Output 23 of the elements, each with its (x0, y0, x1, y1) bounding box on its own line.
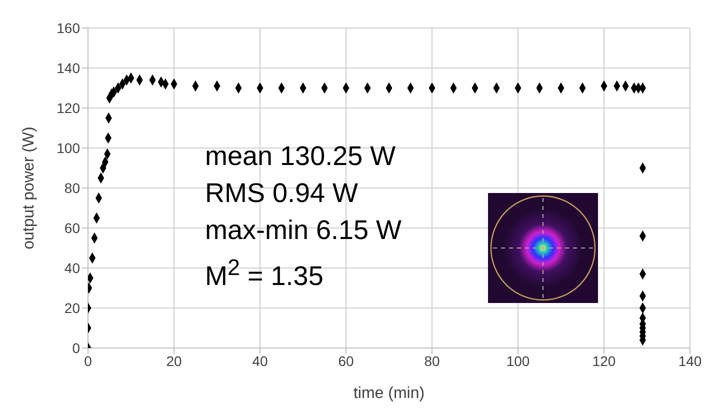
x-tick-label: 40 (252, 352, 268, 369)
y-axis-title: output power (W) (20, 126, 38, 250)
y-tick-label: 160 (56, 20, 80, 36)
y-tick-label: 140 (56, 60, 80, 76)
x-axis-title: time (min) (353, 385, 425, 402)
x-tick-label: 20 (166, 352, 182, 369)
x-tick-label: 80 (424, 352, 440, 369)
x-tick-label: 100 (506, 352, 530, 369)
x-tick-label: 120 (592, 352, 616, 369)
y-tick-label: 60 (64, 220, 80, 236)
y-tick-label: 20 (64, 300, 80, 316)
annotation: mean 130.25 W (205, 140, 397, 173)
annotation: RMS 0.94 W (205, 177, 360, 210)
y-tick-label: 100 (56, 140, 80, 156)
y-tick-label: 0 (72, 340, 80, 356)
annotation: M$^{2}$ = 1.35 (205, 254, 324, 293)
annotation: max-min 6.15 W (205, 214, 402, 247)
y-tick-label: 120 (56, 100, 80, 116)
y-tick-label: 80 (64, 180, 80, 196)
x-tick-label: 140 (678, 352, 702, 369)
x-tick-label: 0 (84, 352, 92, 369)
x-tick-label: 60 (338, 352, 354, 369)
y-tick-label: 40 (64, 260, 80, 276)
